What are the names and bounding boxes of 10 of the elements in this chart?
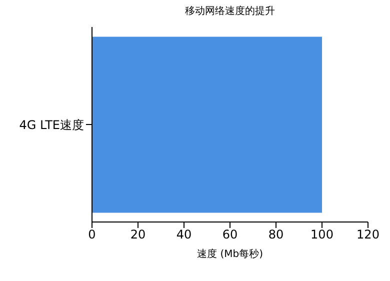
- x-tick-label: 120: [356, 228, 380, 242]
- x-tick-label: 100: [310, 228, 334, 242]
- x-tick-label: 80: [268, 228, 284, 242]
- x-tick-label: 40: [176, 228, 192, 242]
- x-tick-label: 0: [88, 228, 96, 242]
- y-tick-label: 4G LTE速度: [19, 118, 84, 132]
- chart-title: 移动网络速度的提升: [184, 4, 276, 18]
- x-tick-label: 20: [130, 228, 146, 242]
- x-axis-title: 速度 (Mb每秒): [196, 248, 264, 262]
- x-tick-label: 60: [222, 228, 238, 242]
